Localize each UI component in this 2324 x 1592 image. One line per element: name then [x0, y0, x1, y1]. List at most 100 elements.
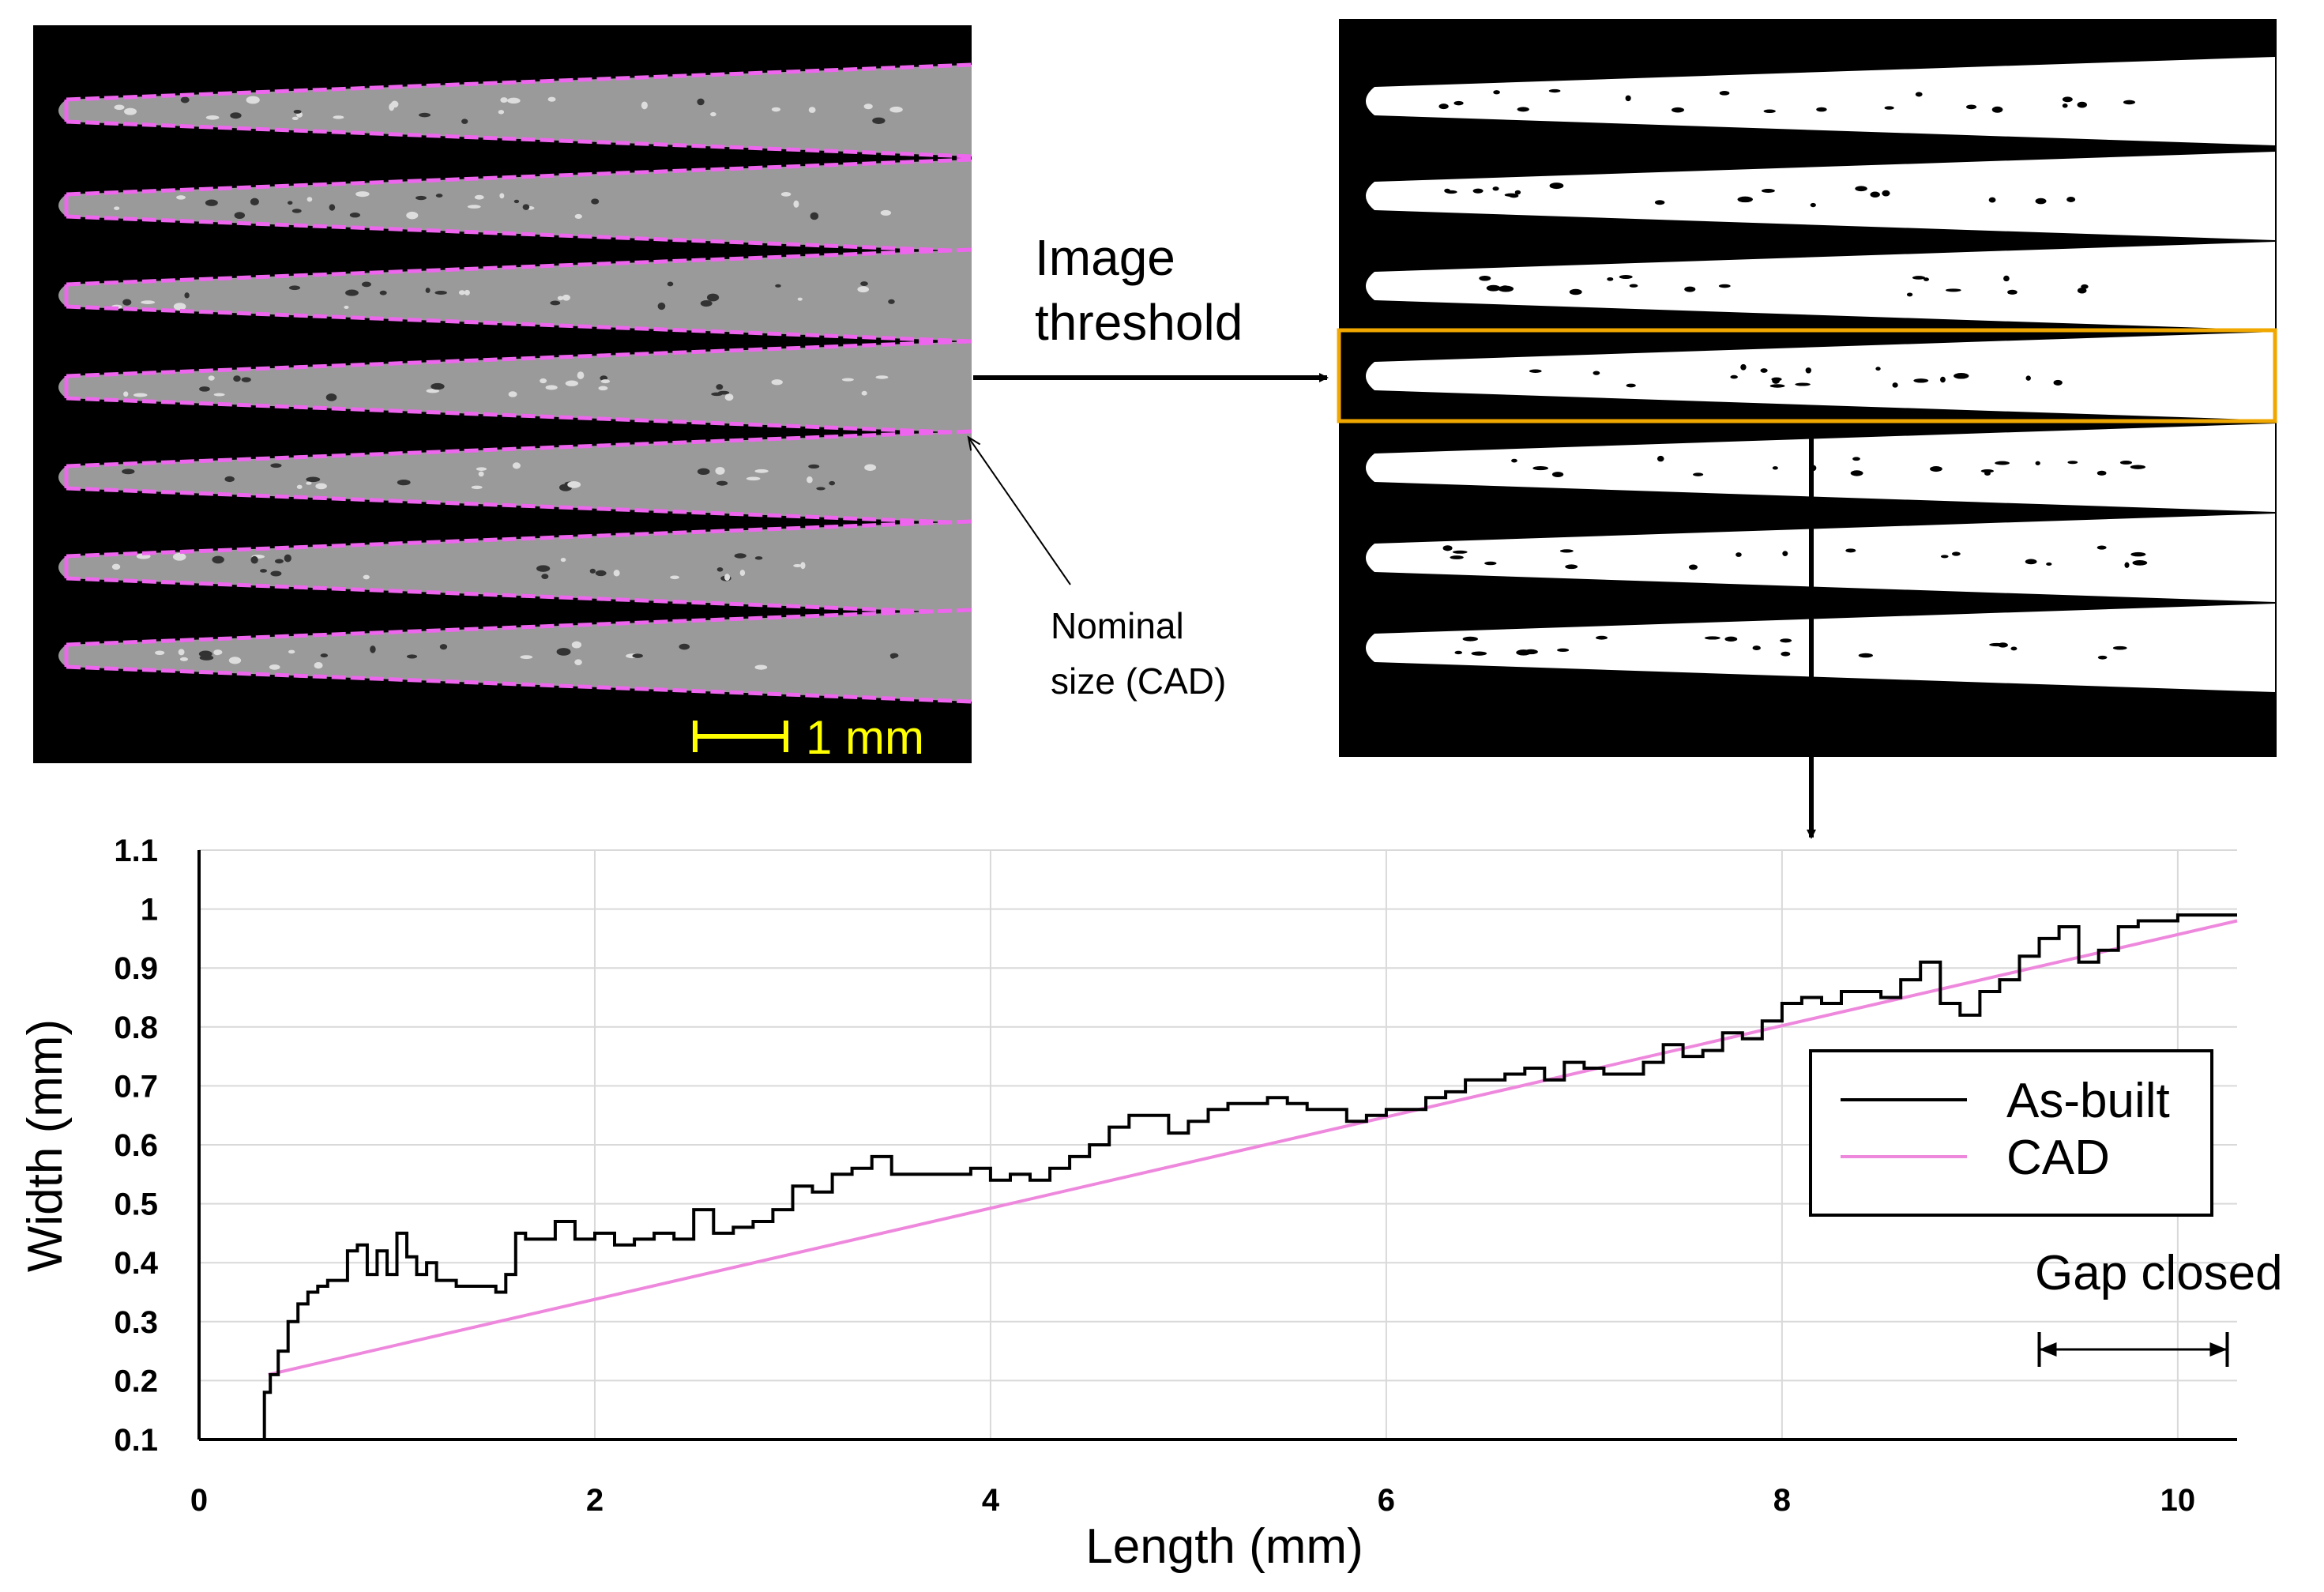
micrograph-pore — [841, 378, 854, 382]
micrograph-pore — [632, 653, 643, 658]
y-tick-label: 1 — [141, 893, 158, 928]
threshold-pore — [1479, 275, 1491, 281]
y-tick-label: 0.1 — [114, 1423, 158, 1458]
threshold-pore — [1930, 466, 1942, 472]
threshold-beams — [1366, 57, 2275, 692]
micrograph-pore — [320, 653, 329, 658]
micrograph-pore — [361, 281, 371, 288]
micrograph-pore — [288, 201, 293, 205]
threshold-pore — [1730, 374, 1738, 379]
micrograph-pore — [250, 555, 258, 564]
y-tick-label: 0.2 — [114, 1364, 158, 1398]
threshold-pore — [1504, 193, 1518, 197]
threshold-pore — [1671, 107, 1685, 113]
threshold-pore — [1924, 277, 1930, 281]
micrograph-pore — [178, 649, 185, 656]
threshold-pore — [1569, 288, 1582, 295]
y-tick-label: 0.9 — [114, 951, 158, 986]
threshold-pore — [1444, 188, 1450, 194]
micrograph-pore — [111, 563, 121, 570]
x-tick-label: 8 — [1773, 1483, 1791, 1518]
threshold-pore — [1984, 471, 1991, 476]
micrograph-pore — [771, 107, 781, 112]
micrograph-pore — [522, 204, 530, 210]
callout-label-line2: size (CAD) — [1051, 661, 1226, 702]
micrograph-pore — [556, 648, 571, 656]
micrograph-pore — [679, 643, 690, 650]
threshold-pore — [1805, 367, 1812, 374]
micrograph-pore — [296, 484, 303, 489]
threshold-pore — [2124, 562, 2130, 568]
threshold-pore — [1684, 286, 1696, 292]
threshold-pore — [1845, 548, 1856, 553]
threshold-pore — [1858, 653, 1873, 658]
micrograph-pore — [800, 562, 806, 570]
threshold-pore — [1626, 383, 1636, 388]
y-tick-label: 0.6 — [114, 1128, 158, 1163]
micrograph-pore — [739, 570, 746, 576]
threshold-pore — [1514, 190, 1521, 195]
micrograph-pore — [464, 289, 470, 295]
micrograph-pore — [363, 574, 370, 580]
threshold-pore — [1498, 285, 1514, 292]
micrograph-pore — [461, 119, 468, 124]
x-axis-label: Length (mm) — [1085, 1519, 1363, 1574]
micrograph-pore — [574, 659, 582, 665]
micrograph-pore — [416, 195, 427, 201]
micrograph-pore — [172, 552, 186, 561]
micrograph-pore — [861, 390, 867, 396]
micrograph-pore — [889, 106, 903, 113]
micrograph-pore — [613, 570, 620, 577]
threshold-pore — [1772, 466, 1778, 470]
micrograph-pore — [241, 377, 251, 382]
threshold-pore — [1761, 189, 1775, 194]
threshold-pore — [1516, 649, 1531, 656]
threshold-pore — [1852, 457, 1860, 461]
threshold-pore — [1472, 188, 1484, 194]
threshold-pore — [2062, 96, 2073, 103]
micrograph-pore — [122, 299, 132, 306]
micrograph-pore — [114, 206, 120, 210]
threshold-pore — [1763, 109, 1776, 114]
threshold-pore — [1486, 284, 1501, 292]
threshold-pore — [1892, 382, 1898, 388]
threshold-pore — [1724, 636, 1738, 642]
micrograph-pore — [816, 487, 825, 491]
micrograph-pore — [426, 389, 440, 393]
threshold-pore — [1551, 472, 1564, 477]
threshold-pore — [2112, 645, 2127, 650]
micrograph-pore — [589, 568, 596, 574]
threshold-pore — [1737, 196, 1753, 203]
micrograph-pore — [706, 293, 720, 302]
micrograph-pore — [471, 485, 483, 490]
threshold-pore — [1735, 552, 1742, 557]
threshold-pore — [1625, 95, 1631, 102]
micrograph-pore — [700, 299, 713, 307]
micrograph-pore — [890, 654, 896, 659]
threshold-pore — [1629, 284, 1638, 288]
micrograph-pore — [184, 292, 190, 299]
micrograph-pore — [397, 480, 411, 486]
threshold-pore — [1906, 292, 1913, 297]
micrograph-pore — [600, 379, 611, 384]
threshold-pore — [2053, 379, 2063, 386]
threshold-pore — [2035, 198, 2047, 205]
threshold-pore — [1816, 107, 1827, 112]
micrograph-pore — [306, 197, 313, 202]
threshold-pore — [2067, 461, 2078, 465]
micrograph-pore — [498, 110, 505, 115]
micrograph-pore — [598, 386, 608, 391]
threshold-pore — [2077, 287, 2087, 294]
micrograph-pore — [288, 649, 295, 654]
micrograph-pore — [439, 644, 448, 650]
micrograph-pore — [560, 557, 566, 563]
micrograph-pore — [122, 469, 135, 475]
threshold-pore — [1781, 651, 1791, 657]
micrograph-pore — [306, 476, 321, 483]
threshold-pore — [1752, 645, 1761, 651]
micrograph-pore — [567, 481, 581, 488]
micrograph-pore — [379, 290, 387, 295]
micrograph-pore — [270, 570, 282, 577]
micrograph-pore — [406, 211, 419, 220]
micrograph-pore — [293, 109, 302, 114]
